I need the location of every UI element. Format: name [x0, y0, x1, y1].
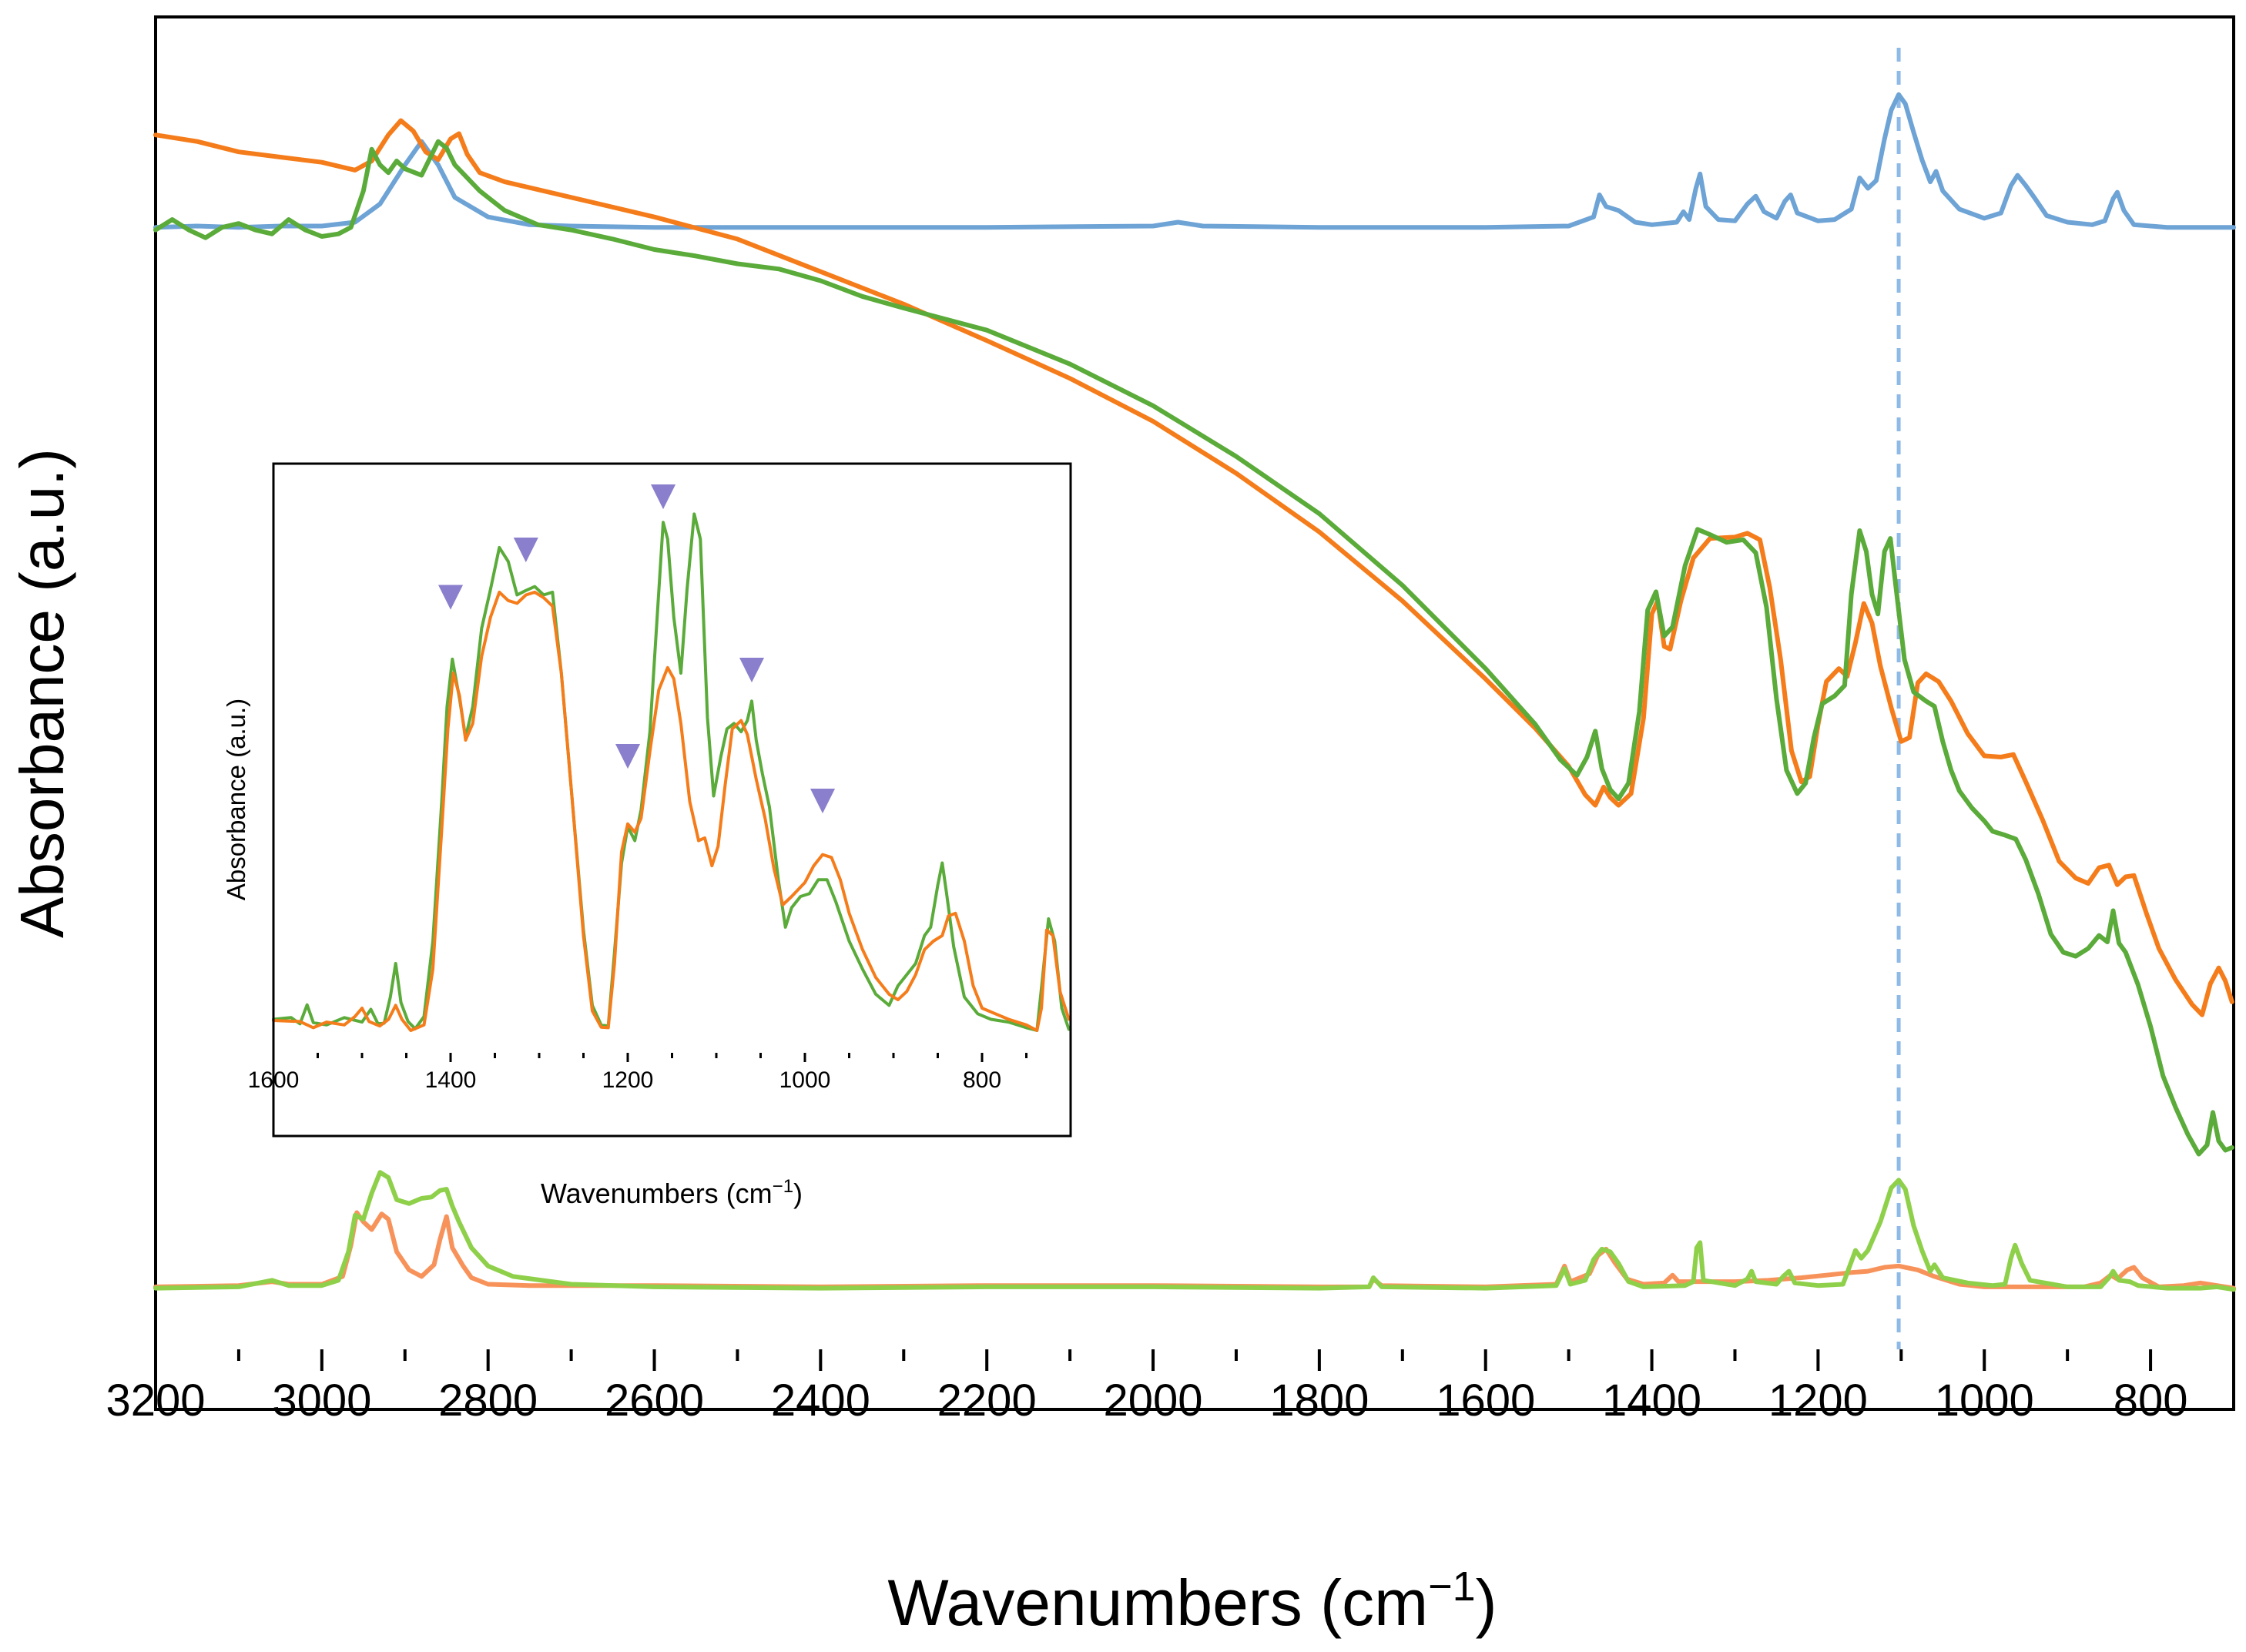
- inset-plot-frame: [272, 462, 1072, 1138]
- inset-x-axis-label: Wavenumbers (cm−1): [541, 1176, 803, 1209]
- main-series-green-light: [153, 1170, 2236, 1292]
- x-axis-label-superscript: −1: [1428, 1563, 1476, 1610]
- inset-tick-label: 1200: [602, 1067, 654, 1093]
- x-axis-label: Wavenumbers (cm−1): [887, 1563, 1497, 1639]
- main-tick-label: 3000: [272, 1376, 371, 1426]
- x-axis-label-close: ): [1476, 1567, 1497, 1639]
- main-tick-label: 1600: [1436, 1376, 1535, 1426]
- inset-tick-label: 1400: [425, 1067, 477, 1093]
- inset-tick-label: 1600: [248, 1067, 300, 1093]
- main-series-orange: [153, 118, 2234, 1017]
- main-tick-label: 2800: [438, 1376, 538, 1426]
- main-series-green: [153, 139, 2234, 1157]
- inset-x-axis-label-superscript: −1: [773, 1176, 793, 1197]
- inset-background: [273, 464, 1071, 1136]
- inset-series-orange: [272, 590, 1071, 1032]
- peak-marker-icon: ▼: [514, 528, 539, 566]
- main-tick-label: 1400: [1602, 1376, 1701, 1426]
- inset-y-axis-label: Absorbance (a.u.): [222, 699, 250, 900]
- peak-marker-icon: ▼: [651, 475, 676, 513]
- main-tick-label: 2000: [1104, 1376, 1203, 1426]
- main-series-lines: [153, 48, 2236, 1349]
- inset-x-axis-label-text: Wavenumbers (cm: [541, 1178, 773, 1209]
- inset-series-lines: [272, 512, 1071, 1032]
- main-tick-label: 800: [2114, 1376, 2188, 1426]
- main-x-ticks: 3200 3000 2800 2600 2400 2200 2000 1800 1600 1400…: [106, 1349, 2235, 1426]
- inset-plot: ▼ ▼ ▼ ▼ ▼ ▼ 1600 1400 1200 1000 800: [248, 462, 1072, 1138]
- inset-x-ticks: 1600 1400 1200 1000 800: [248, 1053, 1072, 1093]
- peak-marker-icon: ▼: [810, 779, 836, 817]
- peak-marker-icon: ▼: [739, 648, 765, 686]
- main-tick-label: 2400: [771, 1376, 870, 1426]
- main-tick-label: 2600: [605, 1376, 704, 1426]
- inset-series-green: [272, 512, 1071, 1032]
- main-tick-label: 2200: [937, 1376, 1037, 1426]
- x-axis-label-text: Wavenumbers (cm: [887, 1567, 1428, 1639]
- inset-x-axis-label-close: ): [793, 1178, 803, 1209]
- y-axis-label: Absorbance (a.u.): [8, 448, 76, 938]
- inset-tick-label: 1000: [779, 1067, 831, 1093]
- main-series-blue: [153, 92, 2236, 230]
- main-tick-label: 3200: [106, 1376, 205, 1426]
- main-plot-frame: [154, 15, 2235, 1411]
- peak-marker-icon: ▼: [615, 735, 641, 772]
- main-tick-label: 1000: [1935, 1376, 2034, 1426]
- inset-tick-label: 800: [963, 1067, 1001, 1093]
- main-plot: 3200 3000 2800 2600 2400 2200 2000 1800 1600 1400…: [106, 15, 2236, 1426]
- inset-peak-markers: ▼ ▼ ▼ ▼ ▼ ▼: [438, 475, 836, 817]
- main-tick-label: 1200: [1768, 1376, 1868, 1426]
- peak-marker-icon: ▼: [438, 576, 464, 614]
- main-tick-label: 1800: [1269, 1376, 1369, 1426]
